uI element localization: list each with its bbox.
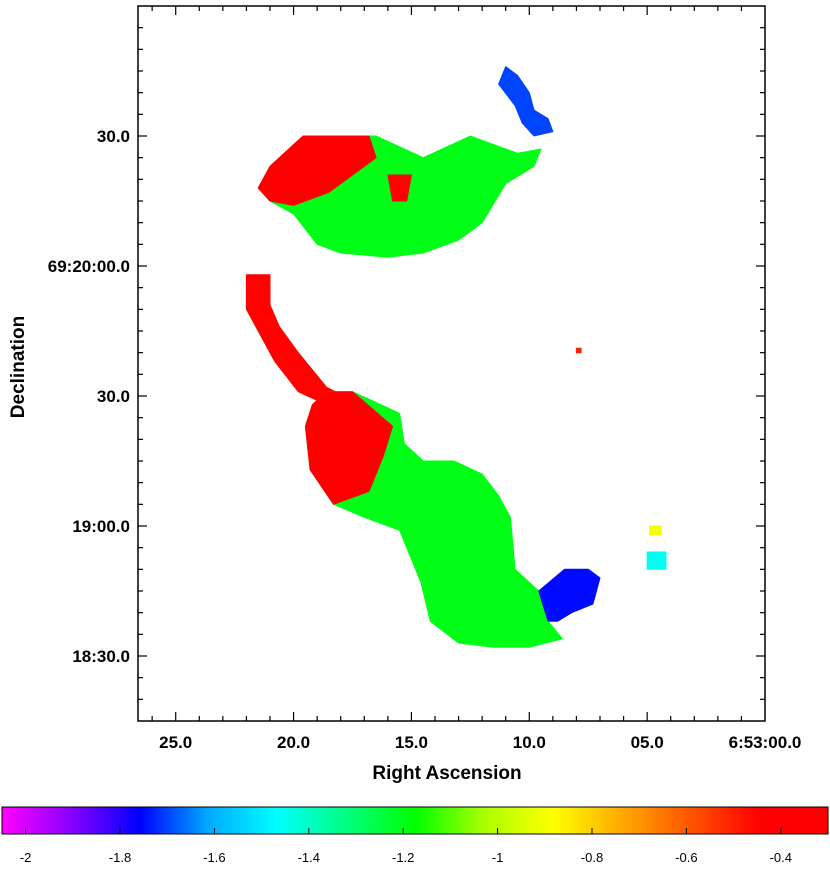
region-north-lobe-head <box>257 135 377 206</box>
colorbar-tick-label: -0.8 <box>581 850 603 865</box>
x-tick-label: 15.0 <box>395 733 428 752</box>
x-tick-label: 6:53:00.0 <box>729 733 802 752</box>
y-tick-label: 30.0 <box>97 387 130 406</box>
x-tick-label: 25.0 <box>159 733 192 752</box>
colorbar-tick-label: -1.8 <box>109 850 131 865</box>
y-tick-label: 30.0 <box>97 127 130 146</box>
intensity-map <box>245 65 667 648</box>
colorbar-tick-label: -1.2 <box>392 850 414 865</box>
x-tick-label: 05.0 <box>631 733 664 752</box>
colorbar-tick-label: -0.6 <box>675 850 697 865</box>
colorbar-labels: -2 -1.8 -1.6 -1.4 -1.2 -1 -0.8 -0.6 -0.4 <box>20 850 792 865</box>
axis-ticks <box>138 6 765 721</box>
x-axis-title: Right Ascension <box>372 763 521 784</box>
y-tick-label: 19:00.0 <box>72 517 130 536</box>
colorbar <box>1 806 829 835</box>
x-tick-labels: 25.0 20.0 15.0 10.0 05.0 6:53:00.0 <box>159 733 801 752</box>
region-south-lobe-head <box>304 391 394 505</box>
y-tick-labels: 30.0 69:20:00.0 30.0 19:00.0 18:30.0 <box>48 127 130 666</box>
colorbar-tick-label: -2 <box>20 850 32 865</box>
colorbar-ticks <box>25 828 782 834</box>
colorbar-tick-label: -0.4 <box>770 850 792 865</box>
region-north-tail <box>498 65 554 137</box>
x-tick-label: 20.0 <box>277 733 310 752</box>
region-speck-3 <box>649 525 662 536</box>
y-axis-title: Declination <box>8 316 29 418</box>
colorbar-tick-label: -1.6 <box>203 850 225 865</box>
plot-frame <box>137 5 766 722</box>
y-tick-label: 69:20:00.0 <box>48 257 130 276</box>
region-south-tail <box>538 568 601 622</box>
region-north-knot <box>387 174 412 202</box>
colorbar-tick-label: -1.4 <box>298 850 320 865</box>
x-tick-label: 10.0 <box>513 733 546 752</box>
region-speck-1 <box>575 347 582 354</box>
y-tick-label: 18:30.0 <box>72 647 130 666</box>
colorbar-tick-label: -1 <box>492 850 504 865</box>
region-speck-2 <box>646 551 667 570</box>
